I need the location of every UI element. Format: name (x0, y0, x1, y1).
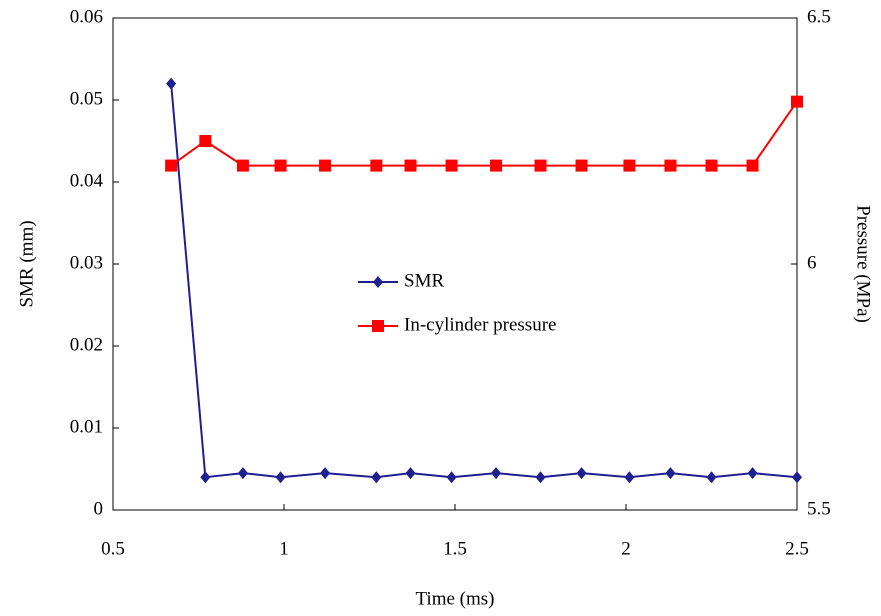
legend-label: SMR (404, 270, 444, 291)
point (705, 159, 718, 172)
series-line (170, 101, 798, 167)
point (623, 159, 636, 172)
legend-marker (373, 276, 383, 288)
y2-tick-label: 5.5 (807, 498, 831, 519)
point (405, 467, 416, 480)
point (792, 471, 802, 484)
x-tick-label: 1 (279, 538, 289, 559)
point (275, 471, 286, 484)
point (576, 467, 587, 480)
point (237, 467, 248, 480)
y-tick-label: 0.02 (70, 334, 103, 355)
y-tick-label: 0.06 (70, 6, 103, 27)
point (404, 159, 417, 172)
point (274, 159, 287, 172)
point (575, 159, 588, 172)
point (445, 159, 458, 172)
y-tick-label: 0 (94, 498, 104, 519)
point (746, 159, 759, 172)
point (706, 471, 717, 484)
point (535, 471, 546, 484)
point (370, 159, 383, 172)
point (747, 467, 758, 480)
point (236, 159, 249, 172)
legend-label: In-cylinder pressure (404, 314, 556, 335)
y-tick-label: 0.04 (70, 170, 104, 191)
point (165, 159, 178, 172)
y2-axis-title: Pressure (MPa) (853, 205, 874, 323)
point (664, 159, 677, 172)
plot-frame (112, 17, 798, 511)
x-tick-label: 2 (621, 538, 631, 559)
y-tick-label: 0.03 (70, 252, 103, 273)
point (319, 159, 332, 172)
point (624, 471, 635, 484)
point (320, 467, 331, 480)
legend-marker (372, 320, 384, 332)
y-tick-label: 0.01 (70, 416, 103, 437)
x-tick-label: 2.5 (785, 538, 809, 559)
point (200, 471, 211, 484)
y2-tick-label: 6.5 (807, 6, 831, 27)
series-line (170, 83, 798, 479)
point (791, 95, 803, 108)
point (166, 77, 177, 90)
y2-tick-label: 6 (807, 252, 817, 273)
point (534, 159, 547, 172)
point (199, 135, 212, 147)
point (491, 467, 502, 480)
x-tick-label: 1.5 (443, 538, 467, 559)
y-axis-title: SMR (mm) (16, 220, 37, 307)
point (490, 159, 503, 172)
point (665, 467, 676, 480)
point (446, 471, 457, 484)
point (371, 471, 382, 484)
y-tick-label: 0.05 (70, 88, 103, 109)
x-tick-label: 0.5 (101, 538, 125, 559)
x-axis-title: Time (ms) (415, 588, 494, 609)
